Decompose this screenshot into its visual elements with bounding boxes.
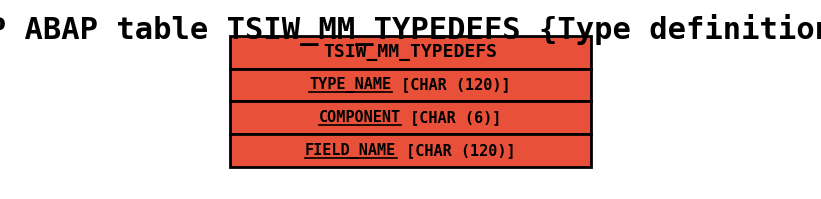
- Text: [CHAR (6)]: [CHAR (6)]: [401, 110, 502, 125]
- Text: SAP ABAP table TSIW_MM_TYPEDEFS {Type definitions}: SAP ABAP table TSIW_MM_TYPEDEFS {Type de…: [0, 14, 821, 46]
- Text: [CHAR (120)]: [CHAR (120)]: [392, 78, 511, 93]
- FancyBboxPatch shape: [230, 69, 591, 101]
- Text: TYPE_NAME: TYPE_NAME: [310, 77, 392, 93]
- Text: FIELD_NAME: FIELD_NAME: [305, 143, 396, 159]
- Text: COMPONENT: COMPONENT: [319, 110, 401, 125]
- FancyBboxPatch shape: [230, 36, 591, 69]
- Text: TSIW_MM_TYPEDEFS: TSIW_MM_TYPEDEFS: [323, 43, 498, 61]
- FancyBboxPatch shape: [230, 101, 591, 134]
- FancyBboxPatch shape: [230, 134, 591, 167]
- Text: [CHAR (120)]: [CHAR (120)]: [397, 143, 516, 158]
